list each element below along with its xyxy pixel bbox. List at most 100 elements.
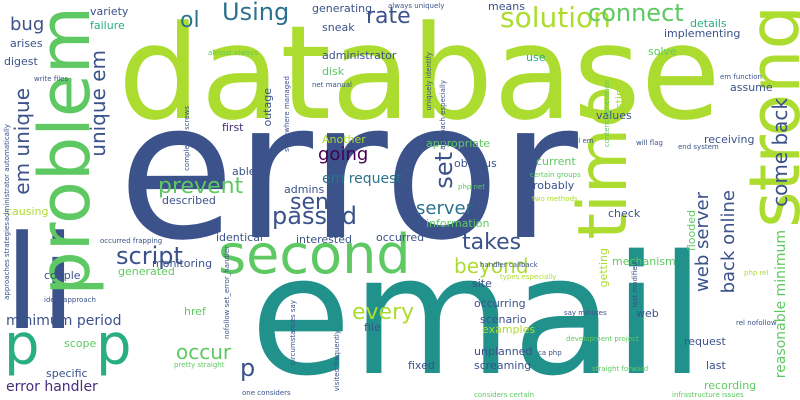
admins-word: admins — [284, 183, 325, 196]
generated-word: generated — [118, 265, 175, 278]
variety-word: variety — [90, 5, 129, 18]
web-word: web — [636, 307, 659, 320]
receiving-word: receiving — [704, 133, 755, 146]
error-word: error — [118, 61, 578, 282]
last-modified-word: last modified — [631, 262, 639, 308]
two-methods-word: two methods — [532, 195, 578, 203]
handler-callback-word: handler callback — [480, 261, 538, 269]
scope-word: scope — [64, 337, 97, 350]
flooded-word: flooded — [685, 210, 698, 252]
connect-word: connect — [588, 0, 684, 27]
almost-always-word: almost always — [208, 49, 258, 57]
monitoring-word: monitoring — [152, 257, 213, 270]
site-word: site — [472, 277, 492, 290]
recording-word: recording — [704, 379, 757, 392]
information-word: information — [426, 217, 490, 230]
unplanned-word: unplanned — [474, 345, 533, 358]
passed-word: passed — [272, 202, 357, 230]
development-project-word: development project — [566, 335, 639, 343]
rate-word: rate — [366, 4, 411, 29]
considers-certain-word: considers certain — [474, 391, 535, 399]
approach-especially-word: approach especially — [439, 80, 447, 150]
appropriate-word: appropriate — [426, 137, 491, 150]
occurring-word: occurring — [474, 297, 526, 310]
screaming-word: screaming — [474, 359, 532, 372]
circumstances-say-word: circumstances say — [289, 300, 297, 365]
check-word: check — [608, 207, 641, 220]
email-word: email — [250, 220, 706, 400]
rel-nofollow-word: rel nofollow — [736, 319, 777, 327]
file-word: file — [364, 321, 381, 334]
approaches-strategies-word: approaches strategies — [3, 222, 11, 300]
solution-word: solution — [500, 1, 611, 34]
nofollow-set-error-handler-word: nofollow set_error_handler — [223, 246, 231, 339]
certain-groups-word: certain groups — [530, 171, 581, 179]
uniquely-identify-word: uniquely identify — [425, 52, 433, 111]
types-especially-word: types especially — [500, 273, 557, 281]
p-word-3: p — [240, 354, 256, 382]
content-generation-word: content generation — [603, 80, 611, 148]
p-word-2: p — [96, 313, 132, 378]
specific-word: specific — [46, 367, 88, 380]
getting-word: getting — [597, 248, 610, 288]
come-back-word: come back — [768, 98, 792, 207]
described-word: described — [162, 194, 216, 207]
occurred-word: occurred — [376, 231, 425, 244]
database-word: database — [118, 0, 721, 149]
takes-word: takes — [462, 230, 522, 255]
failure-word: failure — [90, 19, 125, 32]
probably-word: probably — [526, 179, 575, 192]
always-uniquely-word: always uniquely — [388, 2, 445, 10]
one-considers-word: one considers — [242, 389, 291, 397]
outage-word: outage — [261, 88, 274, 127]
identical-word: identical — [216, 231, 263, 244]
will-flag-word: will flag — [636, 139, 663, 147]
request-word: request — [684, 335, 726, 348]
ol-word: ol — [180, 8, 200, 33]
means-word: means — [488, 0, 525, 13]
say-minutes-word: say minutes — [564, 309, 607, 317]
send-word: send — [290, 190, 343, 215]
bug-word: bug — [10, 14, 45, 35]
php-rel-word: php rel — [744, 269, 769, 277]
disk-word: disk — [322, 65, 345, 78]
href-word: href — [184, 305, 206, 318]
use-word: use — [526, 51, 546, 64]
first-word: first — [222, 121, 244, 134]
going-word: going — [318, 144, 369, 165]
scenario-word: scenario — [480, 313, 527, 326]
ca-php-word: ca php — [538, 349, 562, 357]
arises-word: arises — [10, 37, 43, 50]
somewhere-managed-word: somewhere managed — [283, 76, 291, 152]
generating-word: generating — [312, 2, 373, 15]
em-unique-word: em unique — [10, 88, 34, 195]
ideal-approach-word: ideal approach — [44, 296, 96, 304]
solve-word: solve — [648, 45, 677, 58]
straight-forward-word: straight forward — [592, 365, 649, 373]
occurred-frapping-word: occurred frapping — [100, 237, 163, 245]
fixed-word: fixed — [408, 359, 435, 372]
digest-word: digest — [4, 55, 38, 68]
write-files-word: write files — [34, 75, 69, 83]
values-word: values — [596, 109, 632, 122]
assume-word: assume — [730, 81, 773, 94]
php-net-word: php net — [458, 183, 486, 191]
examples-word: examples — [482, 323, 536, 336]
back-online-word: back online — [718, 190, 739, 294]
error-handler-word: error handler — [6, 379, 98, 395]
visited-frequently-word: visited frequently — [333, 330, 341, 392]
every-word: every — [352, 300, 415, 325]
net-manual-word: net manual — [312, 81, 352, 89]
beyond-word: beyond — [454, 254, 529, 278]
em-function-word: em function — [720, 73, 762, 81]
set-word: set — [430, 152, 458, 189]
li-word: li — [4, 207, 77, 359]
pretty-straight-word: pretty straight — [174, 361, 225, 369]
second-word: second — [218, 223, 411, 286]
infrastructure-issues-word: infrastructure issues — [672, 391, 744, 399]
causing-word: causing — [6, 205, 49, 218]
p-word-1: p — [4, 313, 40, 378]
sneak-word: sneak — [322, 21, 355, 34]
script-word: script — [116, 242, 183, 270]
